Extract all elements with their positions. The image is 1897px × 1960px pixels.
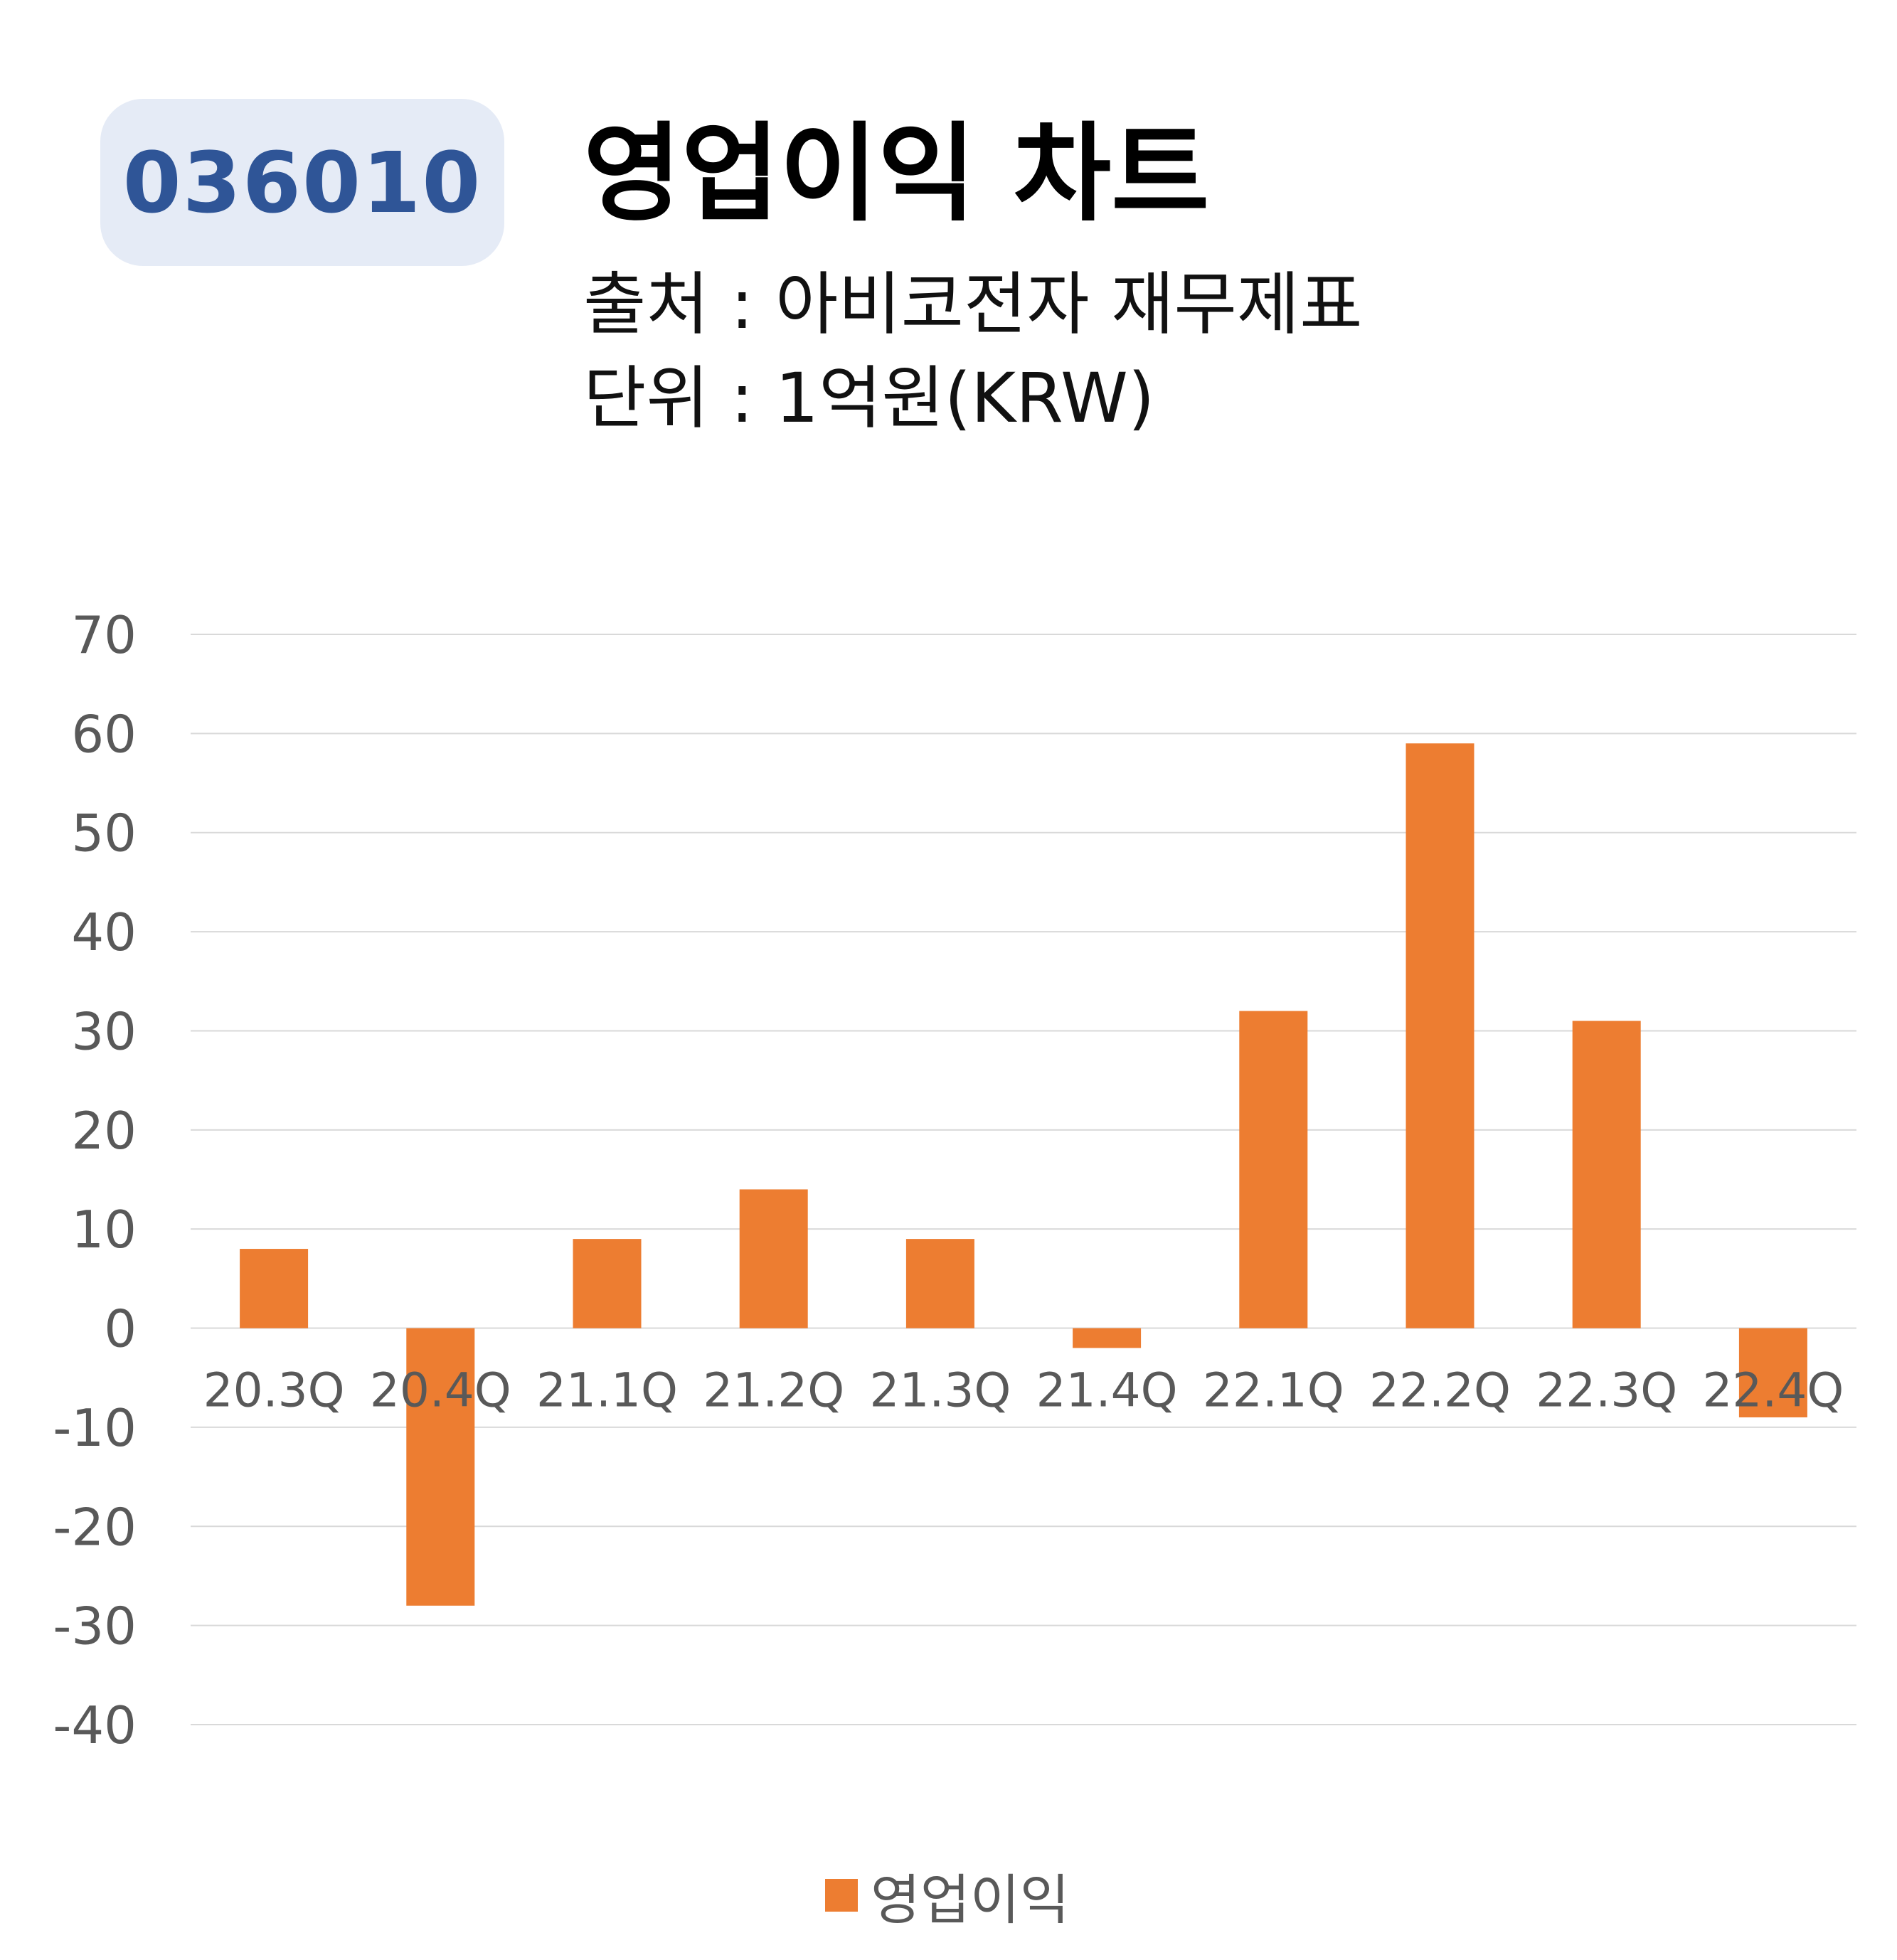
bar-22.3Q [1572, 1021, 1641, 1328]
chart-legend: 영업이익 [825, 1856, 1070, 1934]
bar-21.3Q [905, 1239, 974, 1328]
bar-21.4Q [1073, 1328, 1142, 1348]
y-tick-label: 70 [71, 605, 137, 665]
chart-title: 영업이익 차트 [583, 112, 1210, 236]
bar-22.2Q [1406, 743, 1474, 1328]
bar-21.1Q [573, 1239, 642, 1328]
x-tick-label: 22.2Q [1369, 1363, 1511, 1418]
bar-20.4Q [406, 1328, 475, 1606]
y-tick-label: 40 [71, 902, 137, 962]
y-tick-label: -10 [53, 1398, 137, 1458]
y-tick-label: -20 [53, 1497, 137, 1557]
y-tick-label: 30 [71, 1001, 137, 1061]
x-tick-label: 21.2Q [703, 1363, 844, 1418]
legend-swatch-operating-profit [825, 1879, 858, 1912]
chart-unit: 단위 : 1억원(KRW) [583, 358, 1155, 438]
x-tick-label: 20.4Q [370, 1363, 511, 1418]
y-tick-label: 20 [71, 1101, 137, 1161]
bar-21.2Q [739, 1189, 808, 1328]
y-tick-label: 50 [71, 804, 137, 863]
x-tick-label: 21.1Q [536, 1363, 678, 1418]
x-tick-label: 22.4Q [1702, 1363, 1844, 1418]
y-tick-label: 10 [71, 1200, 137, 1259]
x-tick-label: 22.3Q [1536, 1363, 1677, 1418]
bar-20.3Q [240, 1249, 309, 1328]
bar-22.1Q [1239, 1011, 1308, 1328]
bar-22.4Q [1738, 1328, 1807, 1417]
y-tick-label: -30 [53, 1597, 137, 1656]
x-tick-label: 20.3Q [203, 1363, 345, 1418]
legend-label-operating-profit: 영업이익 [871, 1868, 1070, 1932]
y-tick-label: 60 [71, 704, 137, 764]
y-tick-label: 0 [104, 1299, 137, 1359]
chart-source: 출처 : 아비코전자 재무제표 [583, 265, 1363, 344]
y-tick-label: -40 [53, 1695, 137, 1755]
x-tick-label: 21.4Q [1036, 1363, 1178, 1418]
x-tick-label: 21.3Q [869, 1363, 1011, 1418]
stock-code: 036010 [122, 133, 482, 232]
x-tick-label: 22.1Q [1203, 1363, 1344, 1418]
stock-code-badge: 036010 [100, 99, 504, 266]
